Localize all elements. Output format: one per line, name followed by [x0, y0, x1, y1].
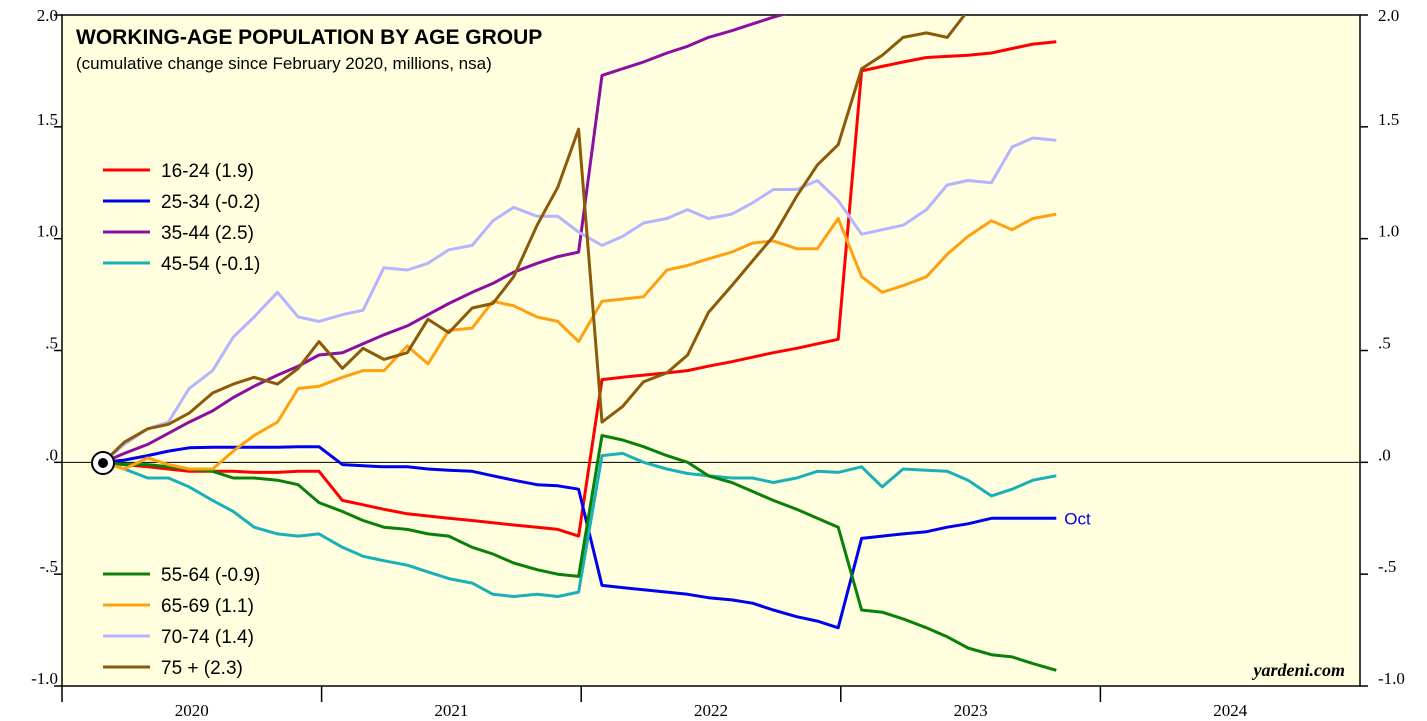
series-line — [102, 136, 1057, 464]
legend-label: 35-44 (2.5) — [161, 223, 254, 244]
x-tick-label: 2024 — [1213, 701, 1248, 720]
y2-tick-label: 1.5 — [1378, 110, 1399, 129]
source: yardeni.com — [1252, 660, 1346, 680]
legend: 16-24 (1.9) 25-34 (-0.2) 35-44 (2.5) 45-54 … — [103, 161, 260, 679]
series-line — [103, 451, 1057, 598]
series-line — [103, 40, 1057, 538]
y-tick-label: 1.0 — [37, 222, 58, 241]
end-label: Oct — [1064, 509, 1091, 528]
y-tick-label: -.5 — [40, 557, 58, 576]
y2-tick-label: 1.0 — [1378, 222, 1399, 241]
series-line — [102, 15, 967, 464]
legend-label: 70-74 (1.4) — [161, 627, 254, 648]
plot-area — [61, 14, 1361, 687]
legend-label: 25-34 (-0.2) — [161, 192, 260, 213]
lines — [102, 15, 1057, 672]
legend-label: 45-54 (-0.1) — [161, 254, 260, 275]
series-line — [103, 212, 1057, 471]
legend-label: 16-24 (1.9) — [161, 161, 254, 182]
series-line — [103, 434, 1057, 672]
y-tick-label: 2.0 — [37, 6, 58, 25]
y-tick-label: 1.5 — [37, 110, 58, 129]
series-line — [102, 15, 787, 464]
x-tick-label: 2023 — [954, 701, 988, 720]
legend-label: 65-69 (1.1) — [161, 596, 254, 617]
y2-tick-label: -.5 — [1378, 557, 1396, 576]
y2-tick-label: -1.0 — [1378, 669, 1405, 688]
chart-subtitle: (cumulative change since February 2020, … — [76, 54, 492, 73]
y2-tick-label: .5 — [1378, 334, 1391, 353]
y-tick-label: -1.0 — [31, 669, 58, 688]
legend-label: 75 + (2.3) — [161, 658, 243, 679]
y-tick-label: .5 — [45, 334, 58, 353]
origin-marker — [91, 451, 115, 475]
y2-tick-label: .0 — [1378, 445, 1391, 464]
series-line — [103, 445, 1057, 630]
legend-label: 55-64 (-0.9) — [161, 565, 260, 586]
x-tick-label: 2020 — [175, 701, 209, 720]
axes: -1.0 -1.0 -.5 -.5 .0 .0 .5 .5 1.0 1.0 1.5 1.5 2.0 2.0… — [31, 6, 1405, 720]
x-tick-label: 2022 — [694, 701, 728, 720]
y-tick-label: .0 — [45, 445, 58, 464]
chart-title: WORKING-AGE POPULATION BY AGE GROUP — [76, 26, 542, 49]
x-tick-label: 2021 — [434, 701, 468, 720]
y2-tick-label: 2.0 — [1378, 6, 1399, 25]
